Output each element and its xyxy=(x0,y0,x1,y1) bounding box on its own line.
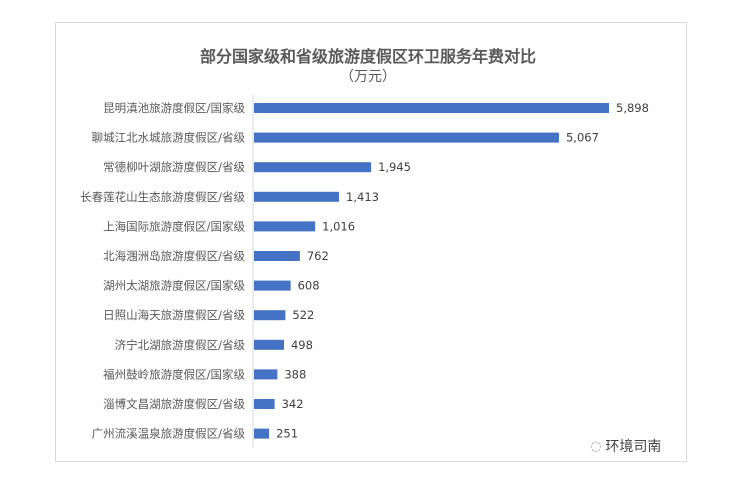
bar xyxy=(254,162,372,173)
bar xyxy=(254,221,316,232)
value-label: 251 xyxy=(276,427,298,441)
value-label: 522 xyxy=(292,308,314,322)
value-label: 5,898 xyxy=(616,101,649,115)
bar xyxy=(254,191,340,202)
bar xyxy=(254,103,609,113)
value-label: 762 xyxy=(307,249,329,263)
category-label: 济宁北湖旅游度假区/省级 xyxy=(115,338,246,352)
value-label: 342 xyxy=(282,397,304,411)
value-label: 608 xyxy=(298,279,320,293)
value-label: 388 xyxy=(284,367,306,381)
watermark: ◌ 环境司南 xyxy=(590,436,661,456)
value-label: 1,413 xyxy=(346,190,379,204)
category-label: 福州鼓岭旅游度假区/国家级 xyxy=(103,367,245,381)
category-label: 日照山海天旅游度假区/省级 xyxy=(103,308,245,322)
category-label: 北海涠洲岛旅游度假区/省级 xyxy=(103,249,245,263)
value-label: 1,945 xyxy=(378,160,411,174)
wechat-icon: ◌ xyxy=(590,438,602,454)
value-label: 1,016 xyxy=(322,219,355,233)
bar xyxy=(254,369,278,380)
category-label: 昆明滇池旅游度假区/国家级 xyxy=(103,101,245,115)
bar xyxy=(254,132,559,143)
category-label: 上海国际旅游度假区/国家级 xyxy=(103,219,245,233)
bar xyxy=(254,399,275,409)
bar xyxy=(254,251,300,261)
category-label: 湖州太湖旅游度假区/国家级 xyxy=(103,279,245,293)
chart-frame xyxy=(55,22,687,462)
bar xyxy=(254,280,291,291)
category-label: 聊城江北水城旅游度假区/省级 xyxy=(92,131,246,145)
value-label: 5,067 xyxy=(566,131,599,145)
bar xyxy=(254,339,284,350)
category-label: 长春莲花山生态旅游度假区/省级 xyxy=(80,190,245,204)
bar xyxy=(254,310,286,321)
category-label: 广州流溪温泉旅游度假区/省级 xyxy=(92,427,246,441)
bar xyxy=(254,428,270,439)
category-label: 淄博文昌湖旅游度假区/省级 xyxy=(103,397,245,411)
chart-subtitle: （万元） xyxy=(340,69,396,85)
watermark-text: 环境司南 xyxy=(605,439,662,455)
category-label: 常德柳叶湖旅游度假区/省级 xyxy=(103,160,245,174)
chart-title: 部分国家级和省级旅游度假区环卫服务年费对比 xyxy=(199,47,536,66)
value-label: 498 xyxy=(291,338,313,352)
